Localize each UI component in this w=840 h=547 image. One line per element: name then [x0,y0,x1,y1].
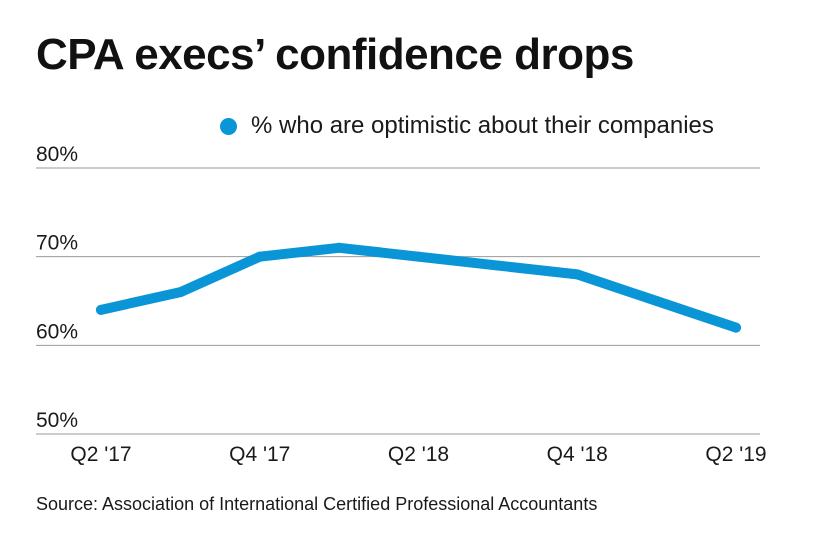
x-tick-label-2: Q4 '17 [229,443,290,466]
y-tick-label-80: 80% [36,143,78,166]
source-note: Source: Association of International Cer… [36,494,598,514]
x-axis-tick-labels: Q2 '17 Q4 '17 Q2 '18 Q4 '18 Q2 '19 [70,443,766,466]
legend: % who are optimistic about their compani… [220,112,714,140]
series-layer [96,242,741,333]
data-point-7 [651,296,662,306]
data-point-2 [254,251,265,262]
data-point-0 [96,304,106,315]
data-point-5 [492,260,503,271]
x-tick-label-8: Q2 '19 [705,443,766,466]
x-tick-label-4: Q2 '18 [388,443,449,466]
y-tick-label-50: 50% [36,409,78,432]
y-axis-tick-labels: 80% 70% 60% 50% [36,143,78,432]
legend-label: % who are optimistic about their compani… [251,112,714,139]
data-point-6 [572,269,583,280]
x-tick-label-6: Q4 '18 [547,443,608,466]
data-point-1 [175,287,186,298]
data-point-8 [731,322,741,333]
y-tick-label-60: 60% [36,320,78,343]
x-tick-label-0: Q2 '17 [70,443,131,466]
chart-title: CPA execs’ confidence drops [36,30,634,79]
legend-marker-dot [220,117,237,135]
y-tick-label-70: 70% [36,232,78,255]
data-point-3 [334,242,345,253]
data-point-4 [413,251,424,262]
